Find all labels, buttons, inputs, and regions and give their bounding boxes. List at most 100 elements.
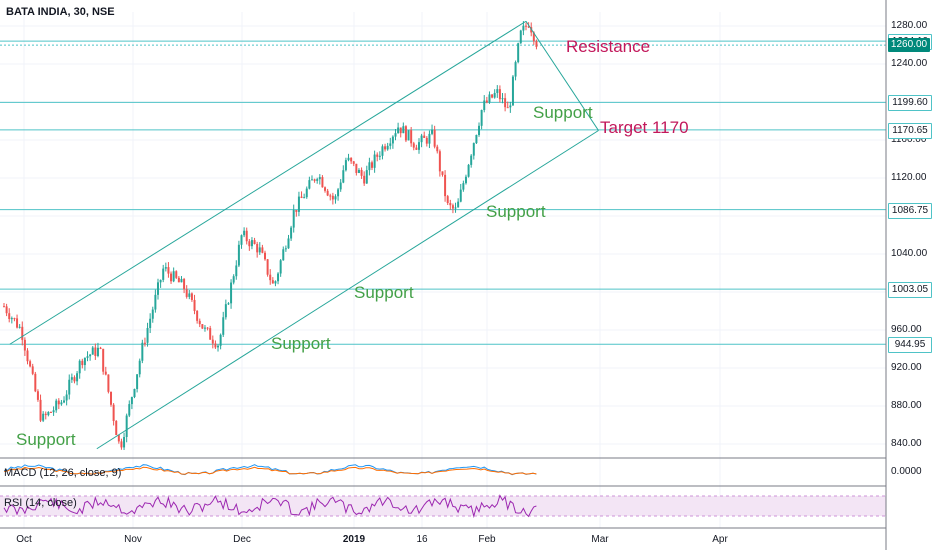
candle-down xyxy=(107,374,110,392)
candle-up xyxy=(230,282,233,304)
candle-up xyxy=(125,415,128,438)
candle-up xyxy=(128,404,131,416)
candle-down xyxy=(449,203,452,206)
candle-down xyxy=(399,127,402,134)
candle-down xyxy=(190,293,193,300)
candle-down xyxy=(8,313,11,319)
candle-up xyxy=(342,170,345,183)
candle-up xyxy=(318,177,321,180)
annotation-support-5[interactable]: Support xyxy=(16,430,76,449)
annotation-support-2[interactable]: Support xyxy=(486,202,546,221)
candle-up xyxy=(428,133,431,144)
candle-up xyxy=(454,207,457,209)
candle-up xyxy=(136,374,139,389)
candle-down xyxy=(193,299,196,311)
macd-label[interactable]: MACD (12, 26, close, 9) xyxy=(4,467,122,479)
y-tick-label: 880.00 xyxy=(891,400,922,411)
candle-down xyxy=(498,89,501,100)
candle-down xyxy=(120,441,123,448)
candle-down xyxy=(167,267,170,274)
candle-down xyxy=(321,177,324,188)
candle-up xyxy=(149,318,152,328)
candle-up xyxy=(78,360,81,374)
candle-up xyxy=(18,326,21,328)
candle-up xyxy=(397,127,400,134)
candle-up xyxy=(292,210,295,228)
rsi-label[interactable]: RSI (14, close) xyxy=(4,497,77,509)
candle-up xyxy=(509,105,512,108)
candle-down xyxy=(438,151,441,172)
x-tick-label: Feb xyxy=(478,534,496,545)
candle-up xyxy=(123,437,126,448)
candle-down xyxy=(102,348,105,372)
candle-down xyxy=(264,252,266,260)
y-tick-label: 1160.00 xyxy=(891,134,927,145)
candle-up xyxy=(156,282,159,295)
candle-up xyxy=(308,180,311,189)
candle-down xyxy=(248,241,251,247)
candle-up xyxy=(89,354,92,357)
annotation-resistance[interactable]: Resistance xyxy=(566,37,651,56)
candle-up xyxy=(227,303,230,305)
macd-zero-label: 0.0000 xyxy=(891,466,922,477)
candle-down xyxy=(371,162,374,168)
candle-down xyxy=(295,210,298,212)
candle-up xyxy=(493,92,496,98)
target-line xyxy=(525,20,599,131)
candle-down xyxy=(253,240,256,244)
candle-up xyxy=(60,402,63,405)
candle-down xyxy=(324,187,327,191)
candle-down xyxy=(412,143,415,148)
candle-up xyxy=(386,145,389,150)
candle-up xyxy=(478,125,481,135)
candle-down xyxy=(170,273,173,282)
x-tick-label: Apr xyxy=(712,534,728,545)
x-tick-label: Dec xyxy=(233,534,251,545)
candle-up xyxy=(514,62,517,77)
candle-down xyxy=(423,135,426,138)
price-level-label: 1170.65 xyxy=(888,122,932,139)
candle-up xyxy=(164,267,167,269)
annotation-support-3[interactable]: Support xyxy=(354,283,414,302)
candle-up xyxy=(68,379,71,395)
candle-down xyxy=(16,318,19,328)
annotation-support-1[interactable]: Support xyxy=(533,103,593,122)
annotation-target[interactable]: Target 1170 xyxy=(600,118,689,137)
candle-down xyxy=(350,157,353,162)
candle-down xyxy=(271,280,274,284)
candle-up xyxy=(459,189,462,202)
price-level-label: 1003.05 xyxy=(888,282,932,299)
candle-up xyxy=(222,317,225,335)
candle-up xyxy=(373,154,376,168)
y-tick-label: 1280.00 xyxy=(891,20,928,31)
candle-up xyxy=(431,129,434,134)
candle-up xyxy=(310,179,313,181)
candle-up xyxy=(517,43,520,63)
candle-up xyxy=(462,183,465,190)
candle-up xyxy=(83,357,86,366)
candle-up xyxy=(274,281,277,284)
candle-down xyxy=(410,130,413,144)
candle-up xyxy=(10,318,13,320)
y-tick-label: 1120.00 xyxy=(891,172,927,183)
candle-down xyxy=(436,146,439,152)
candle-down xyxy=(211,339,214,344)
candle-up xyxy=(240,235,243,245)
candle-up xyxy=(420,135,423,143)
macd-pane xyxy=(3,464,537,476)
candle-up xyxy=(188,293,191,297)
candle-up xyxy=(470,155,473,165)
candle-up xyxy=(133,388,136,398)
candle-down xyxy=(26,350,29,362)
y-tick-label: 1240.00 xyxy=(891,58,928,69)
y-tick-label: 1040.00 xyxy=(891,248,928,259)
candle-up xyxy=(522,25,525,31)
candle-up xyxy=(378,155,381,157)
candle-down xyxy=(175,271,178,278)
candle-down xyxy=(143,342,146,344)
last-price-label: 1260.00 xyxy=(888,38,930,52)
price-grid xyxy=(0,12,886,528)
candle-up xyxy=(76,373,79,382)
annotation-support-4[interactable]: Support xyxy=(271,334,331,353)
